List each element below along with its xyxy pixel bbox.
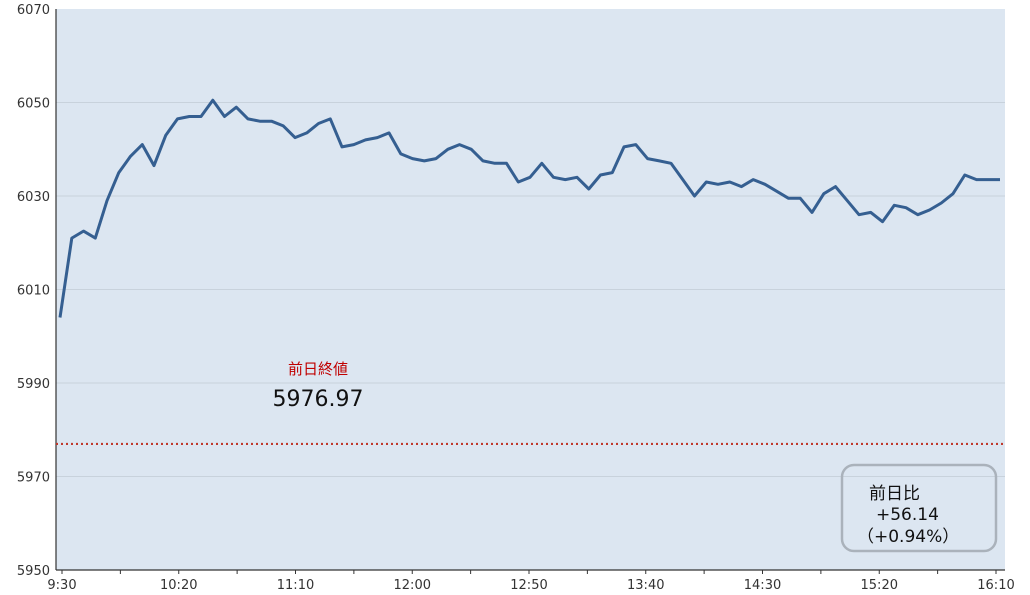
change-box: 前日比 +56.14 （+0.94%）: [840, 463, 998, 553]
y-tick-label: 6010: [17, 284, 50, 299]
y-tick-label: 5950: [17, 564, 50, 579]
x-tick-label: 14:30: [744, 578, 781, 593]
axes: [55, 9, 1005, 574]
x-tick-label: 13:40: [627, 578, 664, 593]
y-tick-label: 6050: [17, 97, 50, 112]
change-percent: （+0.94%）: [857, 527, 959, 547]
y-tick-label: 5990: [17, 377, 50, 392]
x-tick-label: 12:00: [394, 578, 431, 593]
x-tick-label: 10:20: [160, 578, 197, 593]
x-tick-label: 16:10: [977, 578, 1014, 593]
x-tick-label: 9:30: [47, 578, 76, 593]
change-value: +56.14: [876, 505, 939, 525]
change-label: 前日比: [869, 484, 920, 504]
x-tick-label: 11:10: [277, 578, 314, 593]
x-tick-label: 12:50: [510, 578, 547, 593]
previous-close-label: 前日終値: [288, 360, 348, 378]
x-tick-label: 15:20: [861, 578, 898, 593]
x-tick-labels: 9:30 10:20 11:10 12:00 12:50 13:40 14:30 15:20 1…: [47, 578, 1014, 593]
change-box-frame: [840, 463, 998, 553]
y-tick-labels: 6070 6050 6030 6010 5990 5970 5950: [17, 3, 50, 579]
y-tick-label: 6030: [17, 190, 50, 205]
y-tick-label: 6070: [17, 3, 50, 18]
price-series-line: [58, 98, 1000, 318]
y-tick-label: 5970: [17, 471, 50, 486]
previous-close-value: 5976.97: [273, 387, 364, 412]
